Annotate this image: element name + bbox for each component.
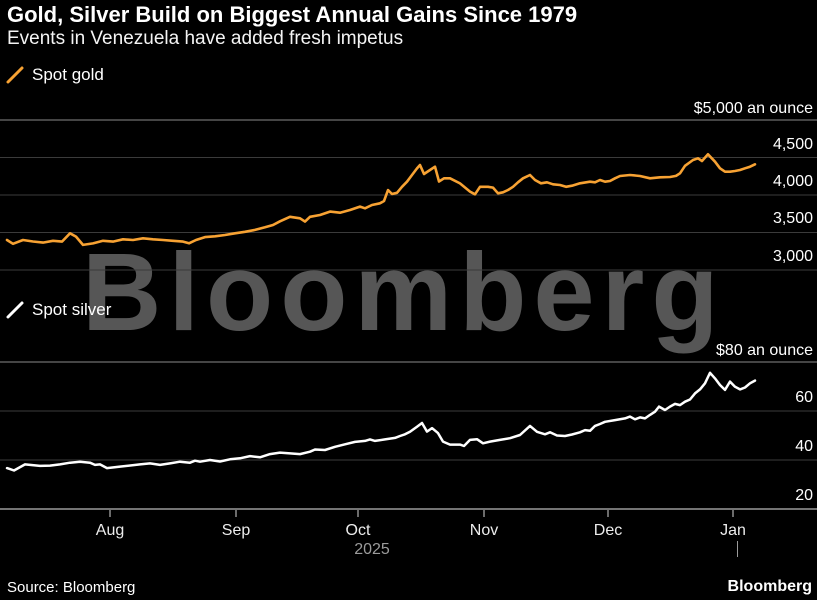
month-label-sep: Sep bbox=[222, 522, 251, 539]
legend-spot-silver: Spot silver bbox=[5, 300, 111, 320]
gold-price-line bbox=[5, 153, 757, 247]
year-label: 2025 bbox=[354, 541, 390, 558]
month-label-nov: Nov bbox=[470, 522, 498, 539]
source-credit: Source: Bloomberg bbox=[7, 579, 136, 596]
silver-slash-icon bbox=[6, 301, 24, 319]
gold-tick-4000: 4,000 bbox=[773, 173, 813, 190]
gold-slash-icon bbox=[6, 66, 24, 84]
legend-spot-gold: Spot gold bbox=[5, 65, 104, 85]
gold-tick-4500: 4,500 bbox=[773, 136, 813, 153]
month-label-dec: Dec bbox=[594, 522, 622, 539]
silver-tick-60: 60 bbox=[795, 389, 813, 406]
brand-logo: Bloomberg bbox=[727, 578, 812, 595]
gold-tick-3500: 3,500 bbox=[773, 210, 813, 227]
gold-tick-3000: 3,000 bbox=[773, 248, 813, 265]
month-label-jan: Jan bbox=[720, 522, 746, 539]
month-label-oct: Oct bbox=[346, 522, 371, 539]
page-subtitle: Events in Venezuela have added fresh imp… bbox=[7, 28, 404, 49]
silver-tick-20: 20 bbox=[795, 487, 813, 504]
page-title: Gold, Silver Build on Biggest Annual Gai… bbox=[7, 2, 578, 27]
silver-tick-40: 40 bbox=[795, 438, 813, 455]
gold-slash-stroke bbox=[6, 66, 24, 84]
bloomberg-watermark: Bloomberg bbox=[82, 231, 726, 354]
legend-silver-label: Spot silver bbox=[32, 300, 112, 319]
month-label-aug: Aug bbox=[96, 522, 124, 539]
gold-unit-label: $5,000 an ounce bbox=[694, 100, 813, 117]
silver-price-line bbox=[5, 371, 757, 472]
legend-gold-label: Spot gold bbox=[32, 65, 104, 84]
silver-unit-label: $80 an ounce bbox=[716, 342, 813, 359]
silver-slash-stroke bbox=[6, 301, 24, 319]
